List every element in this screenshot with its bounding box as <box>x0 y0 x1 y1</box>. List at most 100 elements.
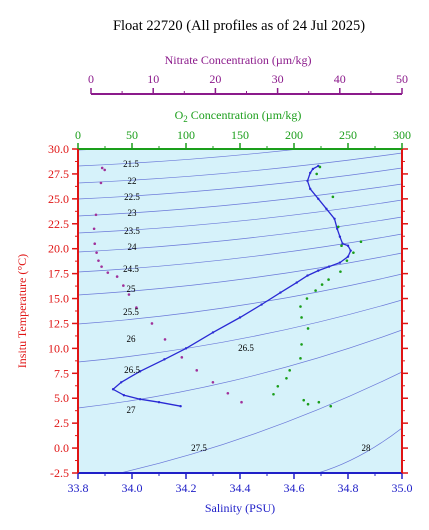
oxygen-point <box>305 297 309 300</box>
oxygen-point <box>345 259 349 262</box>
y-tick-label: 0.0 <box>54 441 69 455</box>
y-tick-label: 20.0 <box>48 242 69 256</box>
y-tick-label: -2.5 <box>50 466 69 480</box>
nitrate-point <box>226 391 230 395</box>
y-tick-label: 10.0 <box>48 341 69 355</box>
y-tick-label: 15.0 <box>48 292 69 306</box>
density-contour-line <box>78 273 402 325</box>
nitrate-point <box>97 259 100 262</box>
oxygen-point <box>302 398 306 402</box>
nitrate-point <box>240 400 243 404</box>
nitrate-tick-label: 10 <box>147 72 159 86</box>
oxygen-point <box>329 404 333 408</box>
nitrate-tick-label: 50 <box>396 72 408 86</box>
oxygen-tick-label: 100 <box>177 128 195 142</box>
oxygen-point <box>276 384 280 388</box>
oxygen-axis-label: O2 Concentration (µm/kg) <box>175 108 302 124</box>
salinity-point <box>238 316 242 319</box>
nitrate-point <box>95 251 98 254</box>
nitrate-point <box>150 322 154 325</box>
nitrate-point <box>195 369 199 372</box>
density-contours <box>78 149 402 473</box>
oxygen-point <box>272 392 275 396</box>
y-tick-label: 25.0 <box>48 192 69 206</box>
salinity-point <box>279 291 282 294</box>
density-contour-label: 25.5 <box>123 307 139 317</box>
oxygen-point <box>299 305 302 308</box>
oxygen-point <box>320 283 324 286</box>
nitrate-point <box>100 166 104 170</box>
density-contour-label: 28 <box>362 443 372 453</box>
salinity-point <box>317 269 320 272</box>
density-contour-line <box>78 252 402 296</box>
oxygen-point <box>288 369 291 372</box>
x-tick-label: 34.4 <box>230 481 251 495</box>
density-contour-label: 23 <box>128 208 138 218</box>
y-tick-label: 12.5 <box>48 316 69 330</box>
salinity-point <box>111 388 115 391</box>
nitrate-tick-label: 0 <box>88 72 94 86</box>
y-tick-label: 30.0 <box>48 142 69 156</box>
oxygen-axis: O2 Concentration (µm/kg) <box>175 108 302 124</box>
nitrate-point <box>103 168 106 172</box>
density-contour-line <box>78 233 402 273</box>
density-contour-line <box>78 167 402 200</box>
salinity-point <box>120 381 123 384</box>
y-axis-label: Insitu Temperature (°C) <box>15 254 29 368</box>
nitrate-point <box>115 275 119 278</box>
oxygen-point <box>331 195 335 199</box>
salinity-point <box>211 331 215 334</box>
oxygen-point <box>317 400 321 404</box>
salinity-point <box>341 242 344 245</box>
oxygen-point <box>314 289 317 292</box>
salinity-point <box>309 187 312 191</box>
y-tick-label: 22.5 <box>48 217 69 231</box>
salinity-point <box>184 347 188 350</box>
nitrate-point <box>211 380 215 384</box>
salinity-point <box>346 244 350 247</box>
nitrate-point <box>180 356 184 359</box>
y-tick-label: 17.5 <box>48 267 69 281</box>
salinity-point <box>179 405 182 408</box>
nitrate-axis: Nitrate Concentration (µm/kg) <box>91 53 402 95</box>
density-contour-line <box>78 183 402 217</box>
salinity-point <box>157 401 161 404</box>
density-contour-label: 27.5 <box>191 443 207 453</box>
oxygen-point <box>315 172 318 176</box>
density-contour-line <box>78 152 402 184</box>
salinity-point <box>338 235 342 238</box>
oxygen-tick-label: 250 <box>339 128 357 142</box>
oxygen-point <box>359 240 363 244</box>
nitrate-point <box>99 181 103 185</box>
y-tick-label: 5.0 <box>54 391 69 405</box>
salinity-point <box>138 370 142 373</box>
density-contour-label: 26.5 <box>238 343 254 353</box>
nitrate-point <box>127 293 131 296</box>
oxygen-point <box>300 316 303 319</box>
y-tick-label: 2.5 <box>54 416 69 430</box>
nitrate-point <box>93 242 97 246</box>
salinity-point <box>346 255 350 258</box>
density-contour-line <box>78 329 402 409</box>
x-tick-label: 33.8 <box>68 481 89 495</box>
oxygen-point <box>306 402 310 406</box>
density-contour-label: 24.5 <box>123 264 139 274</box>
nitrate-point <box>100 265 103 268</box>
oxygen-point <box>300 343 303 346</box>
oxygen-point <box>318 165 322 169</box>
oxygen-tick-label: 50 <box>126 128 138 142</box>
oxygen-point <box>299 357 302 360</box>
salinity-point <box>306 179 309 183</box>
chart-title: Float 22720 (All profiles as of 24 Jul 2… <box>113 18 365 34</box>
oxygen-tick-label: 200 <box>285 128 303 142</box>
salinity-point <box>306 274 309 277</box>
density-contour-line <box>119 371 402 473</box>
data-marks <box>92 164 363 408</box>
oxygen-point <box>339 270 342 273</box>
salinity-point <box>311 167 315 171</box>
salinity-point <box>327 265 331 268</box>
density-contour-line <box>78 199 402 234</box>
plot-area <box>78 149 402 473</box>
nitrate-axis-label: Nitrate Concentration (µm/kg) <box>165 53 312 67</box>
salinity-point <box>338 261 342 264</box>
